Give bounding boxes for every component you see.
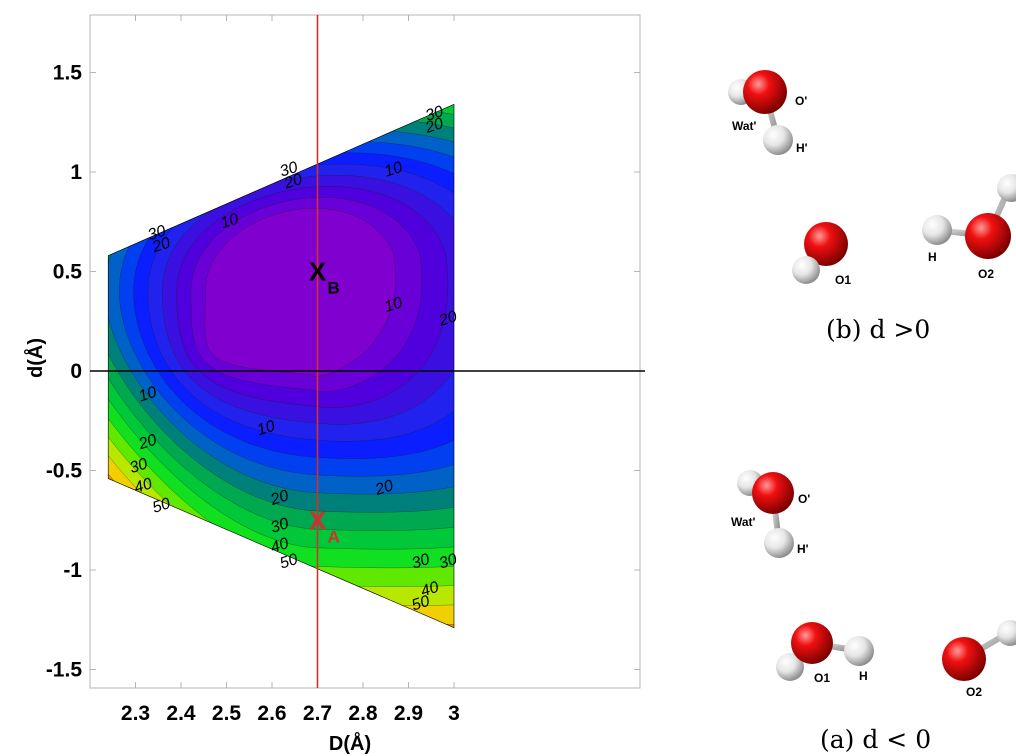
point-marker-b: XB	[309, 257, 340, 298]
atom-label: O1	[814, 671, 830, 685]
contour-label: 20	[268, 487, 291, 509]
contour-label: 20	[372, 477, 395, 499]
contour-label: 50	[150, 495, 172, 517]
contour-label: 50	[410, 593, 432, 615]
atom-label: O2	[978, 267, 994, 281]
hydrogen-atom	[763, 125, 793, 155]
contour-label: 10	[137, 384, 159, 406]
hydrogen-atom	[997, 620, 1016, 646]
x-tick-label: 3	[448, 702, 460, 725]
oxygen-atom	[791, 622, 833, 664]
contour-label: 30	[423, 103, 445, 125]
oxygen-atom	[752, 472, 794, 514]
contour-label: 40	[269, 535, 291, 557]
panel-b-caption: (b) d >0	[826, 315, 930, 344]
x-tick-label: 2.9	[394, 702, 423, 725]
contour-label: 20	[136, 431, 159, 453]
oxygen-atom	[743, 70, 787, 114]
domain-outline	[107, 103, 455, 629]
x-tick-label: 2.4	[166, 702, 196, 725]
molecule-panel-a: O' Wat' H' O1 H O2 (a) d < 0	[731, 470, 1016, 754]
x-tick-label: 2.6	[257, 702, 286, 725]
atom-label: O2	[966, 685, 982, 699]
contour-label: 30	[128, 455, 150, 477]
contour-label: 40	[419, 579, 441, 601]
atom-label: O1	[835, 273, 851, 287]
y-axis-title: d(Å)	[23, 338, 47, 378]
contour-label: 30	[410, 551, 432, 573]
molecule-o2-a: O2	[942, 620, 1016, 699]
molecule-wat-prime-b: O' Wat' H'	[728, 70, 808, 155]
contour-label: 30	[146, 223, 168, 245]
atom-label: Wat'	[731, 515, 756, 529]
contour-label: 30	[437, 551, 459, 573]
point-marker-a: XA	[309, 505, 340, 546]
atom-label: H'	[797, 542, 809, 556]
hydrogen-atom	[922, 215, 952, 245]
contour-label: 10	[255, 418, 277, 440]
point-marker-subscript: A	[328, 527, 340, 546]
contour-label: 20	[436, 308, 459, 330]
hydrogen-atom	[792, 256, 820, 284]
oxygen-atom	[942, 637, 986, 681]
hydrogen-atom	[764, 528, 794, 558]
contour-band	[204, 208, 396, 377]
x-tick-labels: 2.3 2.4 2.5 2.6 2.7 2.8 2.9 3	[121, 702, 460, 725]
atom-label: O'	[795, 94, 807, 108]
x-tick-label: 2.5	[212, 702, 242, 725]
molecule-panel-b: O' Wat' H' O1 H O2 (b) d >0	[728, 70, 1016, 344]
molecule-o1-b: O1	[792, 222, 851, 287]
x-tick-label: 2.3	[121, 702, 150, 725]
y-tick-label: 1	[70, 161, 82, 184]
y-tick-label: -1.5	[46, 659, 83, 682]
y-tick-label: -0.5	[46, 460, 83, 483]
y-tick-label: -1	[63, 559, 82, 582]
y-tick-label: 0.5	[53, 261, 83, 284]
contour-label: 40	[132, 475, 154, 497]
point-marker-subscript: B	[328, 279, 340, 298]
point-marker-label: X	[309, 257, 327, 287]
contour-label: 10	[219, 211, 241, 233]
molecule-o1-a: O1 H	[776, 622, 874, 685]
contour-label: 20	[281, 171, 304, 193]
contour-label: 30	[269, 515, 291, 537]
atom-label: H	[859, 669, 868, 683]
x-axis-title: D(Å)	[329, 731, 371, 755]
contour-label: 50	[278, 551, 300, 573]
y-tick-labels: 1.5 1 0.5 0 -0.5 -1 -1.5	[46, 62, 83, 682]
molecule-o2-b: H O2	[922, 174, 1016, 281]
reference-lines	[90, 15, 645, 688]
hydrogen-atom	[997, 174, 1016, 202]
contour-label: 10	[382, 159, 404, 181]
contour-label: 20	[422, 115, 445, 137]
contour-label: 10	[382, 294, 404, 316]
x-tick-label: 2.8	[348, 702, 378, 725]
molecule-wat-prime-a: O' Wat' H'	[731, 470, 810, 558]
x-tick-label: 2.7	[303, 702, 332, 725]
contour-label: 20	[149, 234, 172, 256]
atom-label: O'	[798, 492, 810, 506]
y-tick-label: 0	[70, 360, 82, 383]
oxygen-atom	[804, 222, 848, 266]
panel-a-caption: (a) d < 0	[820, 725, 931, 754]
atom-label: H'	[796, 141, 808, 155]
point-marker-label: X	[309, 505, 327, 535]
hydrogen-atom	[844, 636, 874, 666]
y-tick-label: 1.5	[53, 62, 83, 85]
oxygen-atom	[965, 213, 1011, 259]
contour-label: 30	[278, 159, 300, 181]
atom-label: Wat'	[732, 119, 757, 133]
hydrogen-atom	[776, 653, 804, 681]
atom-label: H	[928, 250, 937, 264]
